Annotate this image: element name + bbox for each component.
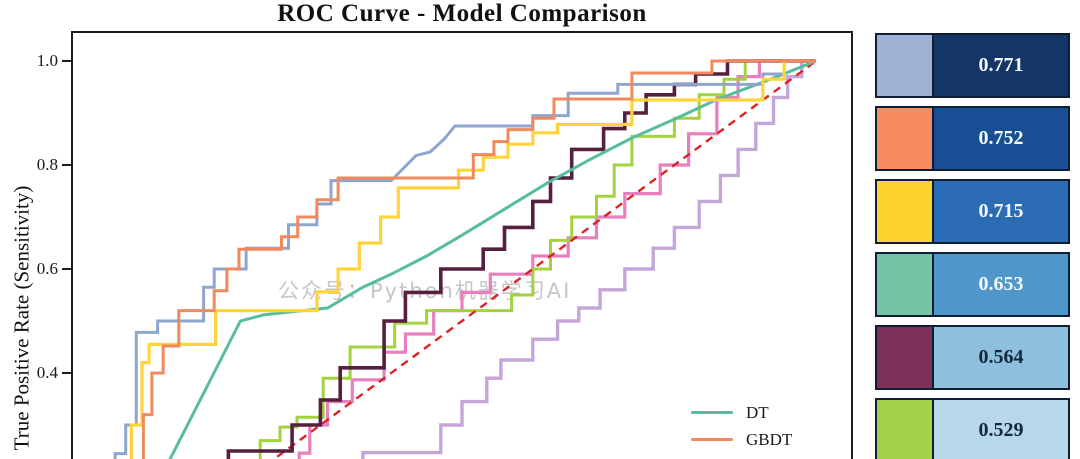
legend-item-dt: DT bbox=[691, 399, 792, 426]
legend-label: RF bbox=[746, 457, 767, 459]
legend: DT GBDT RF bbox=[691, 399, 792, 459]
auc-value-bar: 0.771 bbox=[934, 35, 1068, 96]
legend-item-rf: RF bbox=[691, 453, 792, 459]
auc-row: 0.715 bbox=[875, 179, 1070, 244]
auc-row: 0.529 bbox=[875, 398, 1070, 459]
chart-title: ROC Curve - Model Comparison bbox=[277, 0, 647, 27]
roc-curve-chance bbox=[272, 60, 817, 459]
auc-model-swatch bbox=[877, 400, 934, 459]
auc-row: 0.653 bbox=[875, 252, 1070, 317]
auc-ranking-panel: 0.771 0.752 0.715 0.653 0.564 0.529 bbox=[875, 33, 1070, 459]
auc-value: 0.653 bbox=[978, 273, 1024, 295]
auc-model-swatch bbox=[877, 327, 934, 388]
y-tick-mark bbox=[62, 60, 71, 62]
auc-value-bar: 0.752 bbox=[934, 108, 1068, 169]
legend-line-swatch bbox=[691, 411, 733, 414]
roc-curve-gbdt bbox=[141, 59, 816, 459]
y-tick-label: 0.6 bbox=[36, 259, 58, 278]
roc-curve-plum bbox=[361, 59, 816, 459]
y-tick-label: 1.0 bbox=[36, 51, 58, 70]
y-tick-mark bbox=[62, 164, 71, 166]
y-tick-mark bbox=[62, 268, 71, 270]
roc-curve-yellow bbox=[129, 59, 816, 459]
auc-row: 0.771 bbox=[875, 33, 1070, 98]
y-tick-mark bbox=[62, 372, 71, 374]
y-tick-label: 0.8 bbox=[36, 155, 58, 174]
y-axis-label: True Positive Rate (Sensitivity) bbox=[9, 185, 34, 451]
auc-value-bar: 0.529 bbox=[934, 400, 1068, 459]
auc-value-bar: 0.715 bbox=[934, 181, 1068, 242]
legend-label: DT bbox=[746, 402, 769, 422]
auc-value: 0.771 bbox=[978, 54, 1024, 76]
roc-curve-maroon bbox=[226, 59, 816, 459]
legend-line-swatch bbox=[691, 438, 733, 441]
auc-row: 0.752 bbox=[875, 106, 1070, 171]
auc-model-swatch bbox=[877, 181, 934, 242]
auc-value-bar: 0.653 bbox=[934, 254, 1068, 315]
y-tick-label: 0.4 bbox=[36, 363, 58, 382]
auc-value: 0.564 bbox=[978, 346, 1024, 368]
auc-model-swatch bbox=[877, 108, 934, 169]
roc-curves-canvas bbox=[113, 59, 817, 459]
auc-model-swatch bbox=[877, 35, 934, 96]
auc-value: 0.529 bbox=[978, 419, 1024, 441]
plot-area: 公众号：Python机器学习AI DTGBDTRF bbox=[71, 31, 853, 459]
auc-value: 0.715 bbox=[978, 200, 1024, 222]
legend-label: GBDT bbox=[746, 429, 793, 449]
auc-value: 0.752 bbox=[978, 127, 1024, 149]
auc-row: 0.564 bbox=[875, 325, 1070, 390]
roc-curve-lime bbox=[258, 59, 816, 459]
auc-model-swatch bbox=[877, 254, 934, 315]
roc-curve-rf bbox=[113, 59, 816, 459]
auc-value-bar: 0.564 bbox=[934, 327, 1068, 388]
legend-item-gbdt: GBDT bbox=[691, 426, 792, 453]
